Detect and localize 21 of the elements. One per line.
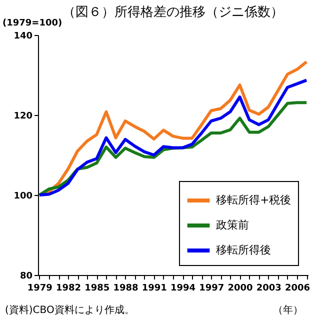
x-tick-label: 1991 <box>142 284 167 294</box>
legend-label: 移転所得+税後 <box>216 194 292 206</box>
y-tick-label: 140 <box>14 32 32 42</box>
x-tick-label: 2006 <box>284 284 310 294</box>
y-tick-label: 100 <box>14 192 32 202</box>
legend-label: 政策前 <box>216 218 249 232</box>
x-tick-label: 2003 <box>256 284 282 294</box>
y-tick-label: 80 <box>20 272 32 282</box>
text: （年） <box>273 304 303 316</box>
x-tick-label: 1982 <box>56 284 82 294</box>
chart-title: （図６）所得格差の推移（ジニ係数） <box>62 5 284 20</box>
legend-label: 移転所得後 <box>216 244 271 256</box>
y-tick-label: 120 <box>14 112 32 122</box>
x-tick-label: 1985 <box>84 284 110 294</box>
x-tick-label: 1997 <box>199 284 224 294</box>
text: (資料)CBO資料により作成。 <box>5 304 134 316</box>
x-tick-label: 1988 <box>113 284 138 294</box>
x-tick-label: 1994 <box>170 284 196 294</box>
x-tick-label: 2000 <box>228 284 253 294</box>
y-axis-title: (1979=100) <box>2 18 62 28</box>
x-tick-label: 1979 <box>27 284 52 294</box>
